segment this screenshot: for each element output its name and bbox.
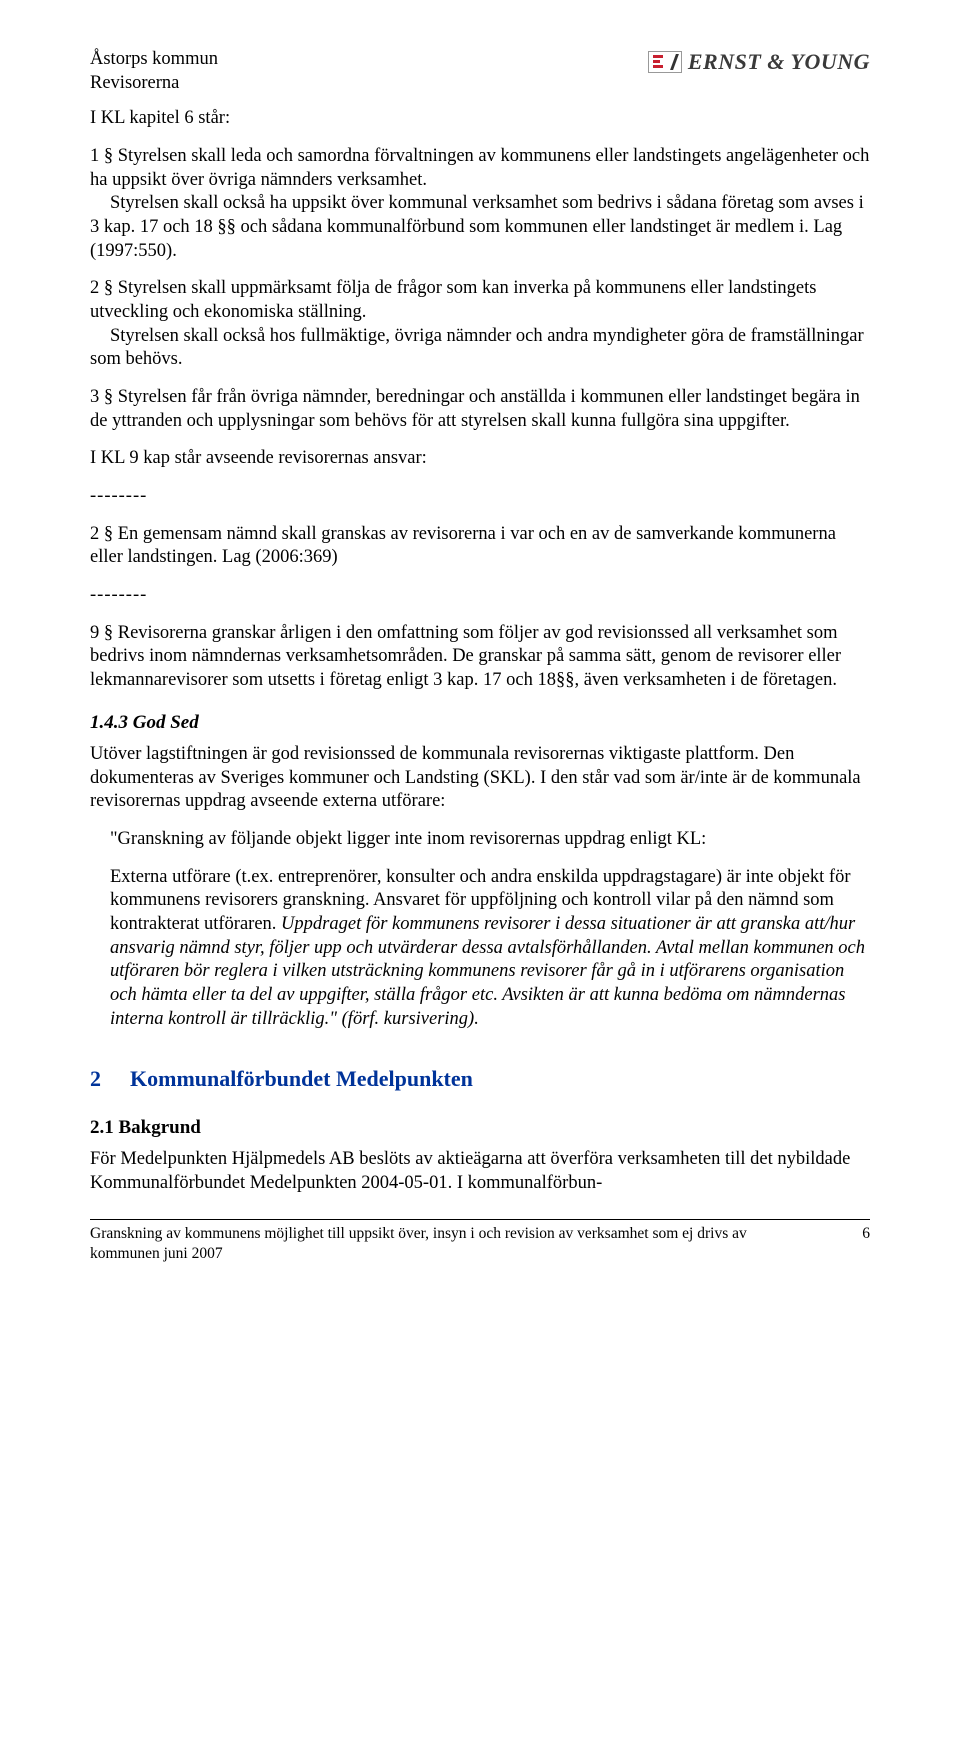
quote-line-1: "Granskning av följande objekt ligger in… — [110, 828, 870, 852]
godsed-intro: Utöver lagstiftningen är god revisionsse… — [90, 743, 870, 814]
section-2-heading: 2Kommunalförbundet Medelpunkten — [90, 1065, 870, 1093]
org-name: Åstorps kommun — [90, 48, 218, 72]
para-2-cont: Styrelsen skall också hos fullmäktige, ö… — [90, 325, 870, 372]
para-1-cont: Styrelsen skall också ha uppsikt över ko… — [90, 192, 870, 263]
header-left: Åstorps kommun Revisorerna — [90, 48, 218, 95]
page-number: 6 — [862, 1224, 870, 1264]
logo-text: ERNST & YOUNG — [688, 48, 870, 76]
bakgrund-para: För Medelpunkten Hjälpmedels AB beslöts … — [90, 1148, 870, 1195]
para-2-kl9: 2 § En gemensam nämnd skall granskas av … — [90, 523, 870, 570]
separator: -------- — [90, 584, 870, 608]
section-number: 2 — [90, 1065, 130, 1093]
logo: ERNST & YOUNG — [648, 48, 870, 76]
kl9-intro: I KL 9 kap står avseende revisorernas an… — [90, 447, 870, 471]
quote-block-2: Externa utförare (t.ex. entreprenörer, k… — [110, 866, 870, 1032]
para-1-lead: 1 § Styrelsen skall leda och samordna fö… — [90, 145, 870, 192]
subsection-143: 1.4.3 God Sed — [90, 711, 870, 735]
page-header: Åstorps kommun Revisorerna ERNST & YOUNG — [90, 48, 870, 95]
intro-line: I KL kapitel 6 står: — [90, 107, 870, 131]
ey-logo-icon — [648, 51, 682, 73]
subsection-21: 2.1 Bakgrund — [90, 1116, 870, 1140]
unit-name: Revisorerna — [90, 72, 218, 96]
para-2-lead: 2 § Styrelsen skall uppmärksamt följa de… — [90, 277, 870, 324]
para-3: 3 § Styrelsen får från övriga nämnder, b… — [90, 386, 870, 433]
footer-text: Granskning av kommunens möjlighet till u… — [90, 1224, 770, 1264]
page-footer: Granskning av kommunens möjlighet till u… — [90, 1219, 870, 1264]
section-title: Kommunalförbundet Medelpunkten — [130, 1066, 473, 1091]
para-9-kl9: 9 § Revisorerna granskar årligen i den o… — [90, 622, 870, 693]
separator: -------- — [90, 485, 870, 509]
